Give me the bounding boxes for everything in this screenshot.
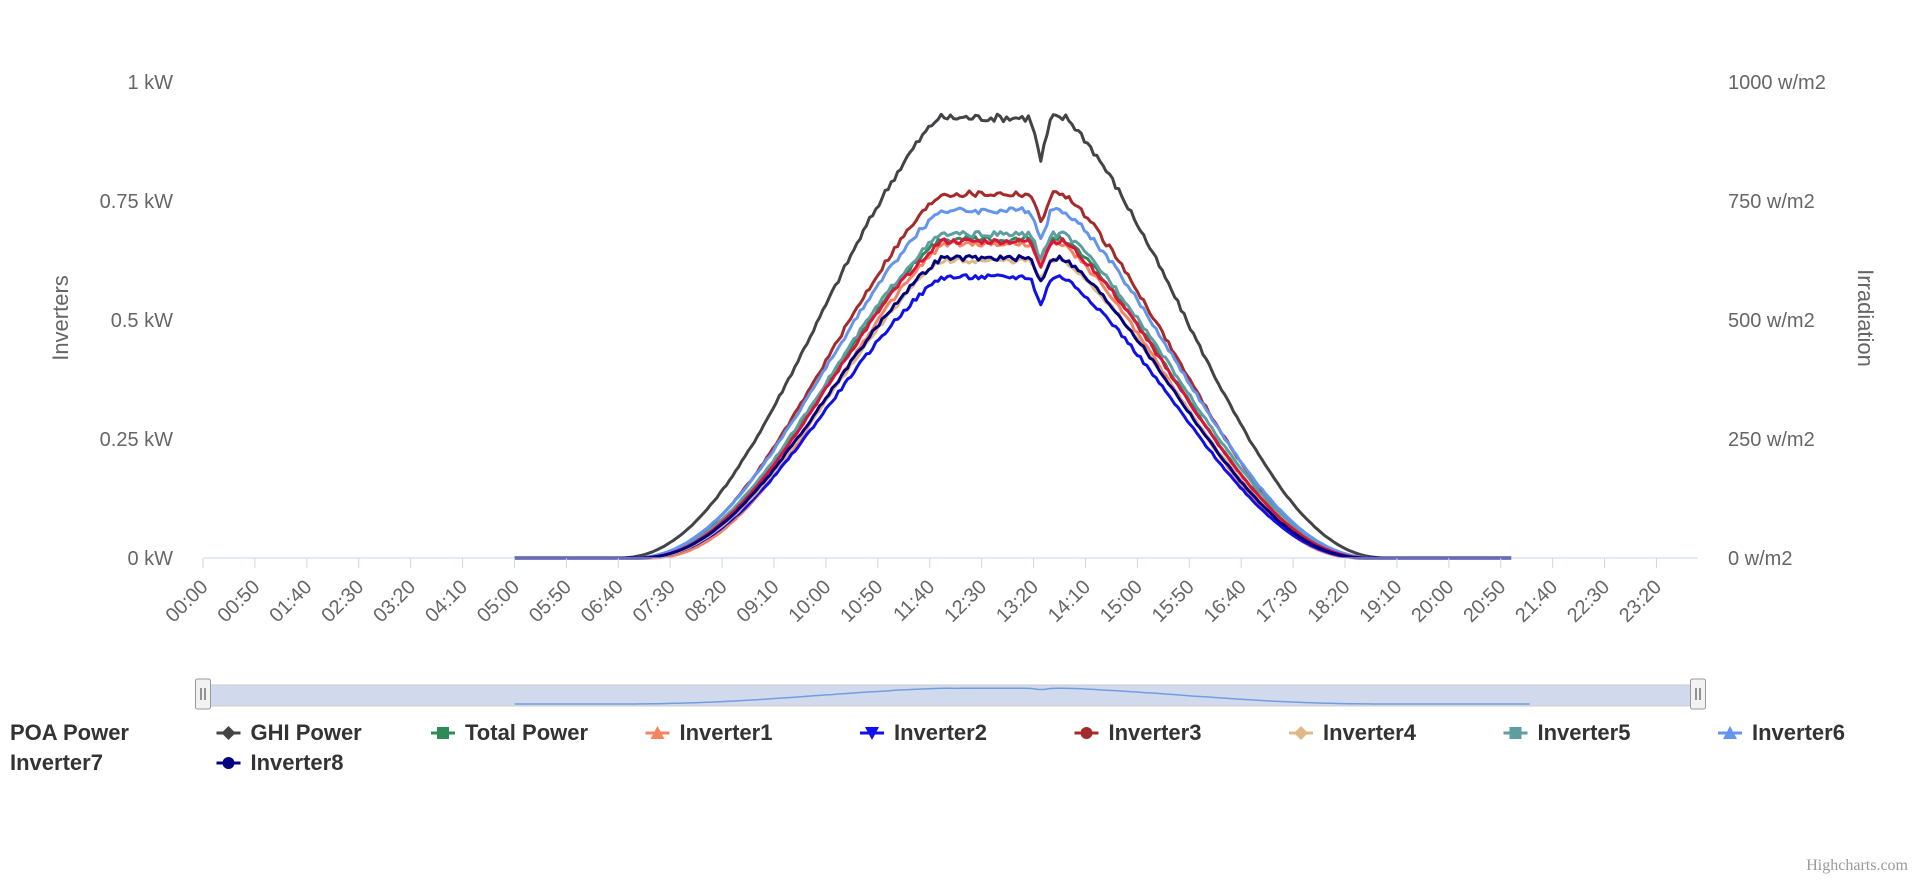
- x-tick-label: 11:40: [889, 576, 939, 626]
- x-tick-label: 05:00: [473, 576, 524, 627]
- legend-item-inverter5[interactable]: Inverter5: [1503, 720, 1631, 745]
- y-axis-left: 0 kW 0.25 kW 0.5 kW 0.75 kW 1 kW Inverters: [48, 72, 173, 570]
- x-tick-label: 23:20: [1615, 576, 1666, 627]
- legend-label: Inverter7: [10, 750, 103, 775]
- x-tick-label: 17:30: [1252, 576, 1303, 627]
- x-tick-label: 15:00: [1096, 576, 1147, 627]
- x-tick-label: 01:40: [265, 576, 316, 627]
- legend-label: Inverter3: [1109, 720, 1202, 745]
- series-line-total-power[interactable]: [514, 234, 1512, 560]
- navigator-series-line: [514, 687, 1530, 705]
- series-line-inverter3[interactable]: [514, 189, 1512, 560]
- legend-label: POA Power: [10, 720, 129, 745]
- legend-item-inverter2[interactable]: Inverter2: [860, 720, 987, 745]
- x-tick-label: 00:00: [162, 576, 213, 627]
- y-left-tick-label: 1 kW: [127, 72, 173, 94]
- legend-item-inverter3[interactable]: Inverter3: [1074, 720, 1202, 745]
- y-right-tick-label: 750 w/m2: [1728, 191, 1815, 213]
- y-right-tick-label: 1000 w/m2: [1728, 72, 1826, 94]
- navigator[interactable]: [195, 678, 1706, 710]
- y-right-tick-label: 250 w/m2: [1728, 429, 1815, 451]
- legend-marker-triangle: [1723, 726, 1737, 739]
- legend-item-inverter8[interactable]: Inverter8: [216, 750, 344, 775]
- x-tick-label: 13:20: [992, 576, 1043, 627]
- x-tick-label: 05:50: [525, 576, 576, 627]
- x-tick-label: 14:10: [1044, 576, 1095, 627]
- legend-marker-triangle: [650, 726, 665, 739]
- legend-label: Inverter5: [1538, 720, 1631, 745]
- x-tick-label: 08:20: [681, 576, 732, 627]
- x-tick-label: 22:30: [1563, 576, 1614, 627]
- x-tick-label: 10:00: [784, 576, 835, 627]
- series-line-inverter5[interactable]: [514, 230, 1512, 560]
- x-tick-label: 02:30: [317, 576, 368, 627]
- x-tick-label: 21:40: [1511, 576, 1562, 627]
- x-tick-label: 06:40: [577, 576, 628, 627]
- navigator-handle-right[interactable]: [1690, 678, 1706, 710]
- y-left-tick-label: 0 kW: [127, 548, 173, 570]
- x-axis: 00:00 00:50 01:40 02:30 03:20 04:10 05:00 05:50…: [162, 557, 1698, 627]
- legend-marker-circle: [1080, 727, 1093, 739]
- x-tick-label: 15:50: [1148, 576, 1199, 627]
- x-tick-label: 20:50: [1459, 576, 1510, 627]
- legend-item-poa-power[interactable]: POA Power: [10, 720, 129, 745]
- navigator-handle-left[interactable]: [195, 678, 211, 710]
- series-line-inverter1[interactable]: [514, 239, 1512, 560]
- y-left-tick-label: 0.5 kW: [111, 310, 173, 332]
- credits-text[interactable]: Highcharts.com: [1806, 857, 1908, 874]
- x-tick-label: 03:20: [369, 576, 420, 627]
- legend-item-ghi-power[interactable]: GHI Power: [216, 720, 363, 745]
- x-tick-label: 19:10: [1356, 576, 1407, 627]
- legend-item-inverter1[interactable]: Inverter1: [645, 720, 773, 745]
- legend-item-inverter4[interactable]: Inverter4: [1289, 720, 1417, 745]
- legend-marker-diamond: [221, 726, 236, 740]
- y-left-tick-label: 0.25 kW: [100, 429, 173, 451]
- series-line-inverter8[interactable]: [514, 254, 1512, 560]
- legend-marker-diamond: [1294, 726, 1308, 740]
- series-line-ghi-power[interactable]: [514, 112, 1512, 560]
- x-tick-label: 09:10: [733, 576, 784, 627]
- y-axis-right: 0 w/m2 250 w/m2 500 w/m2 750 w/m2 1000 w/m2 I…: [1728, 72, 1878, 570]
- legend-marker-square: [1509, 727, 1522, 739]
- y-right-tick-label: 500 w/m2: [1728, 310, 1815, 332]
- x-tick-label: 18:20: [1304, 576, 1355, 627]
- legend-marker-square: [437, 727, 449, 739]
- legend-label: Inverter2: [894, 720, 987, 745]
- legend-label: GHI Power: [251, 720, 363, 745]
- legend-label: Inverter8: [251, 750, 344, 775]
- x-tick-label: 00:50: [213, 576, 264, 627]
- legend-marker-triangle-down: [865, 727, 879, 740]
- x-tick-label: 10:50: [836, 576, 887, 627]
- x-tick-label: 07:30: [629, 576, 680, 627]
- legend-item-total-power[interactable]: Total Power: [431, 720, 588, 745]
- legend-label: Inverter4: [1323, 720, 1417, 745]
- y-right-axis-title: Irradiation: [1853, 269, 1878, 367]
- x-tick-label: 04:10: [421, 576, 472, 627]
- x-tick-label: 12:30: [940, 576, 991, 627]
- legend-marker-circle: [222, 757, 235, 769]
- plot-series-group: [514, 112, 1512, 560]
- x-tick-label: 16:40: [1200, 576, 1251, 627]
- series-line-inverter2[interactable]: [514, 273, 1512, 560]
- legend-item-inverter6[interactable]: Inverter6: [1718, 720, 1845, 745]
- legend-label: Inverter6: [1752, 720, 1845, 745]
- legend: POA Power GHI Power Total Power Inverter1 In…: [10, 720, 1845, 775]
- y-left-tick-label: 0.75 kW: [100, 191, 173, 213]
- series-line-inverter6[interactable]: [514, 206, 1512, 560]
- x-tick-label: 20:00: [1407, 576, 1458, 627]
- legend-item-inverter7[interactable]: Inverter7: [10, 750, 103, 775]
- y-right-tick-label: 0 w/m2: [1728, 548, 1792, 570]
- series-line-inverter4[interactable]: [514, 256, 1512, 560]
- y-left-axis-title: Inverters: [48, 275, 73, 361]
- legend-label: Total Power: [465, 720, 588, 745]
- series-line-inverter7[interactable]: [514, 237, 1512, 560]
- legend-label: Inverter1: [680, 720, 773, 745]
